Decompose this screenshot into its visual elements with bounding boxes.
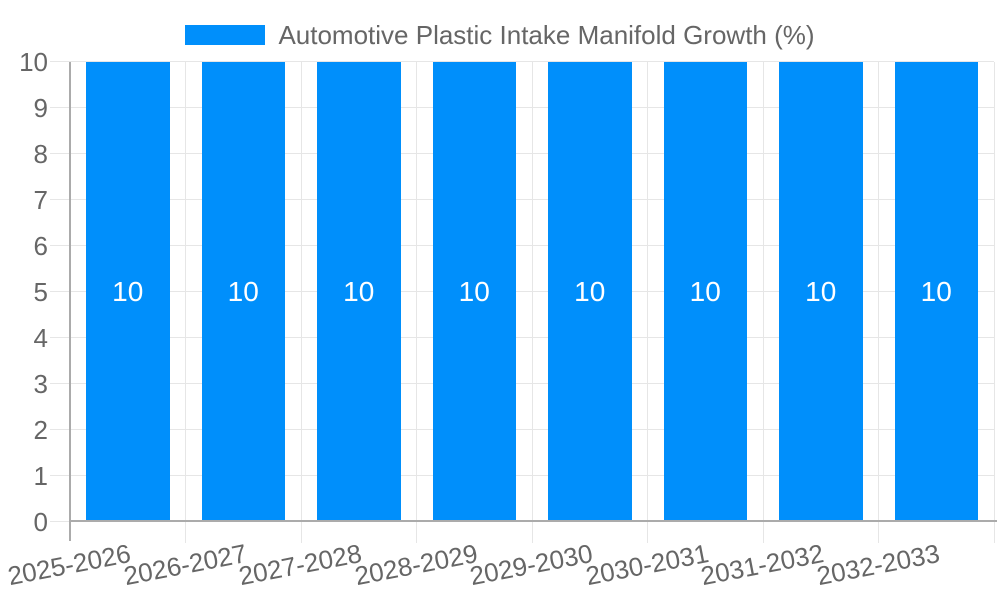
y-tick-mark [50,429,70,430]
y-tick-mark [50,245,70,246]
bar-data-label: 10 [343,276,375,307]
x-gridline [300,62,302,543]
y-axis-tick-label: 1 [33,461,48,491]
y-tick-mark [50,107,70,108]
bar-data-label: 10 [920,276,952,307]
bar [317,62,401,522]
x-gridline [416,62,417,543]
y-axis-tick-label: 0 [33,507,48,537]
x-axis-tick-label: 2025-2026 [5,538,134,592]
x-gridline [531,62,533,543]
y-axis-tick-label: 7 [33,185,48,215]
y-tick-mark [50,291,70,292]
x-gridline [762,62,764,543]
y-tick-mark [50,521,70,522]
y-axis-tick-label: 9 [33,93,48,123]
bar [432,62,516,522]
bar [894,62,978,522]
y-axis-tick-label: 10 [19,47,48,77]
x-gridline [878,62,879,543]
x-axis-line [70,520,997,522]
x-gridline [185,62,186,543]
y-axis-tick-label: 4 [33,323,48,353]
y-tick-mark [50,383,70,384]
bar-data-label: 10 [574,276,606,307]
y-axis-tick-label: 5 [33,277,48,307]
bar-data-label: 10 [689,276,721,307]
bar-data-label: 10 [458,276,490,307]
x-axis-tick-label: 2026-2027 [121,538,249,592]
x-axis-tick-label: 2027-2028 [236,538,365,592]
y-axis-tick-label: 8 [33,139,48,169]
x-axis-tick-label: 2030-2031 [583,538,711,592]
y-tick-mark [50,61,70,62]
legend-swatch-icon [185,25,266,45]
legend-item[interactable]: Automotive Plastic Intake Manifold Growt… [0,20,1000,50]
y-tick-mark [50,475,70,476]
y-axis-tick-label: 6 [33,231,48,261]
y-axis-line [69,62,71,541]
bar [86,62,170,522]
x-axis-tick-label: 2028-2029 [352,538,480,592]
x-axis-tick-label: 2029-2030 [467,538,596,592]
legend-label: Automotive Plastic Intake Manifold Growt… [278,20,815,50]
y-axis-tick-label: 2 [33,415,48,445]
y-tick-mark [50,153,70,154]
x-gridline [993,62,995,543]
x-axis-tick-label: 2031-2032 [698,538,827,592]
y-axis-tick-label: 3 [33,369,48,399]
bar [779,62,863,522]
x-axis-tick-label: 2032-2033 [814,538,942,592]
bar-data-label: 10 [112,276,144,307]
bar [548,62,632,522]
y-gridline [70,61,994,62]
bar-data-label: 10 [227,276,259,307]
bar [201,62,285,522]
y-tick-mark [50,199,70,200]
bar-data-label: 10 [805,276,837,307]
bar [663,62,747,522]
x-gridline [647,62,648,543]
y-tick-mark [50,337,70,338]
